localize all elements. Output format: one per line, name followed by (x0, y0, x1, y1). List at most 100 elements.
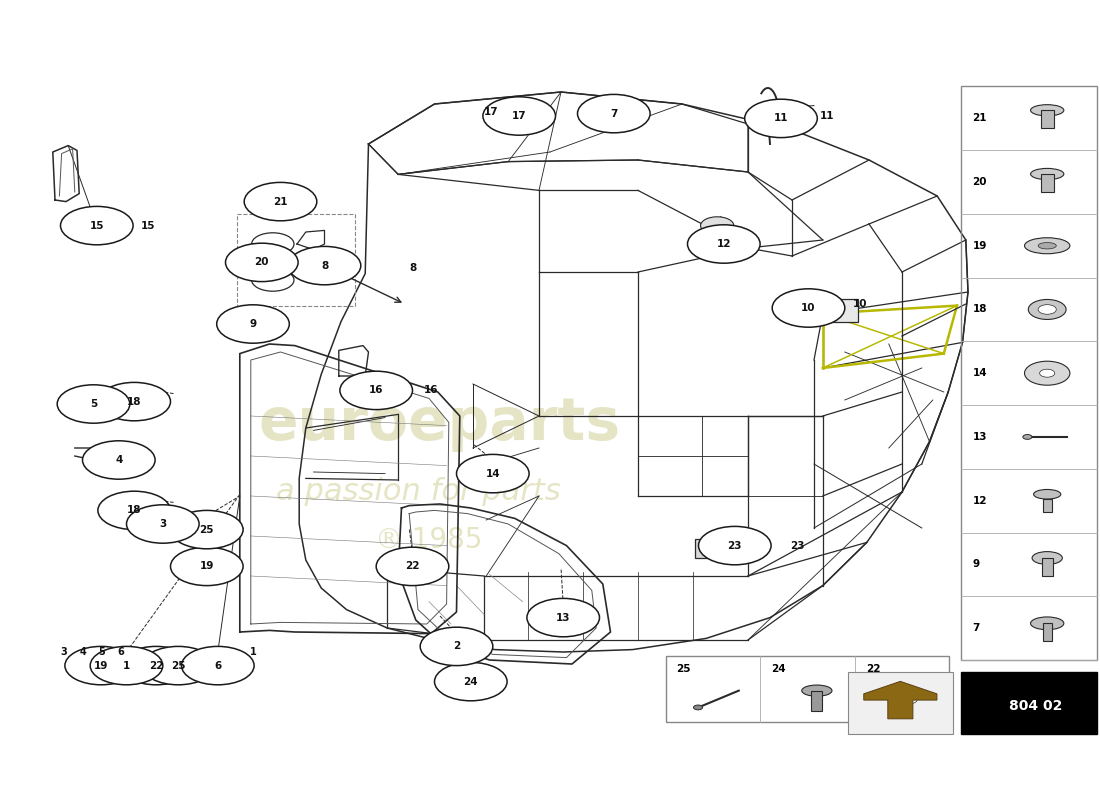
Bar (1043, 499, 1052, 512)
Text: 3: 3 (60, 647, 67, 657)
Bar (1041, 110, 1054, 128)
Text: 25: 25 (199, 525, 214, 534)
Ellipse shape (170, 510, 243, 549)
Ellipse shape (802, 685, 832, 696)
Bar (666, 656, 949, 722)
Ellipse shape (57, 385, 130, 423)
Text: 8: 8 (409, 263, 417, 273)
Bar (961, 86, 1097, 660)
Text: 25: 25 (676, 664, 691, 674)
Bar (961, 672, 1097, 734)
Text: 11: 11 (820, 111, 834, 121)
Ellipse shape (90, 646, 163, 685)
Text: ® 1985: ® 1985 (375, 526, 483, 554)
Text: 18: 18 (972, 305, 987, 314)
Text: 23: 23 (790, 541, 804, 550)
Ellipse shape (98, 491, 170, 530)
Text: 21: 21 (273, 197, 288, 206)
Ellipse shape (244, 182, 317, 221)
Ellipse shape (170, 547, 243, 586)
Text: a passion for parts: a passion for parts (276, 478, 560, 506)
Bar (1042, 558, 1053, 576)
Text: 5: 5 (90, 399, 97, 409)
Text: 1: 1 (123, 661, 130, 670)
Text: 16: 16 (368, 386, 384, 395)
Text: 11: 11 (773, 114, 789, 123)
Bar (695, 539, 748, 558)
Text: 10: 10 (852, 299, 867, 309)
Text: 7: 7 (972, 623, 980, 633)
Text: 25: 25 (170, 661, 186, 670)
Ellipse shape (434, 662, 507, 701)
Ellipse shape (288, 246, 361, 285)
Ellipse shape (698, 526, 771, 565)
Text: 22: 22 (405, 562, 420, 571)
Text: 24: 24 (463, 677, 478, 686)
Ellipse shape (82, 441, 155, 479)
Text: 5: 5 (98, 647, 104, 657)
Text: 17: 17 (484, 107, 498, 117)
Text: 804 02: 804 02 (1009, 699, 1063, 714)
Text: 7: 7 (610, 109, 617, 118)
Ellipse shape (1028, 299, 1066, 319)
Text: 20: 20 (972, 177, 987, 187)
Bar (848, 672, 953, 734)
Text: 12: 12 (972, 496, 987, 506)
Ellipse shape (1038, 242, 1056, 249)
Text: 23: 23 (727, 541, 742, 550)
Text: 4: 4 (116, 455, 122, 465)
Text: euroeparts: euroeparts (258, 395, 622, 453)
Ellipse shape (1031, 168, 1064, 180)
Bar (1041, 174, 1054, 192)
Ellipse shape (252, 233, 294, 255)
Ellipse shape (60, 206, 133, 245)
Ellipse shape (376, 547, 449, 586)
Ellipse shape (1031, 105, 1064, 116)
Ellipse shape (1024, 362, 1070, 386)
Ellipse shape (340, 371, 412, 410)
Text: 17: 17 (512, 111, 527, 121)
Bar (794, 299, 858, 322)
Ellipse shape (745, 99, 817, 138)
Text: 20: 20 (254, 258, 270, 267)
Text: 8: 8 (321, 261, 328, 270)
Ellipse shape (905, 694, 917, 703)
Text: 6: 6 (118, 647, 124, 657)
Bar (1043, 623, 1052, 641)
Ellipse shape (65, 646, 138, 685)
Text: 21: 21 (972, 114, 987, 123)
Text: 13: 13 (972, 432, 987, 442)
Text: 19: 19 (94, 661, 109, 670)
Text: 10: 10 (801, 303, 816, 313)
Ellipse shape (217, 305, 289, 343)
Text: 24: 24 (771, 664, 785, 674)
Ellipse shape (578, 94, 650, 133)
Text: 18: 18 (126, 397, 142, 406)
Ellipse shape (182, 646, 254, 685)
Ellipse shape (483, 97, 556, 135)
Ellipse shape (1024, 238, 1070, 254)
Text: 15: 15 (141, 221, 155, 230)
Text: 19: 19 (199, 562, 214, 571)
Ellipse shape (1031, 617, 1064, 630)
Ellipse shape (772, 289, 845, 327)
Ellipse shape (226, 243, 298, 282)
Ellipse shape (98, 382, 170, 421)
Text: 9: 9 (250, 319, 256, 329)
Ellipse shape (420, 627, 493, 666)
Bar (236, 214, 355, 306)
Ellipse shape (1040, 370, 1055, 378)
Ellipse shape (456, 454, 529, 493)
Text: 15: 15 (89, 221, 104, 230)
Text: 14: 14 (972, 368, 987, 378)
Ellipse shape (126, 505, 199, 543)
Text: 6: 6 (214, 661, 221, 670)
Text: 19: 19 (972, 241, 987, 250)
Ellipse shape (688, 225, 760, 263)
Ellipse shape (1038, 305, 1056, 314)
Text: 14: 14 (485, 469, 501, 478)
Ellipse shape (693, 705, 703, 710)
Text: 9: 9 (972, 559, 979, 570)
Text: 13: 13 (556, 613, 571, 622)
Text: 4: 4 (79, 647, 86, 657)
